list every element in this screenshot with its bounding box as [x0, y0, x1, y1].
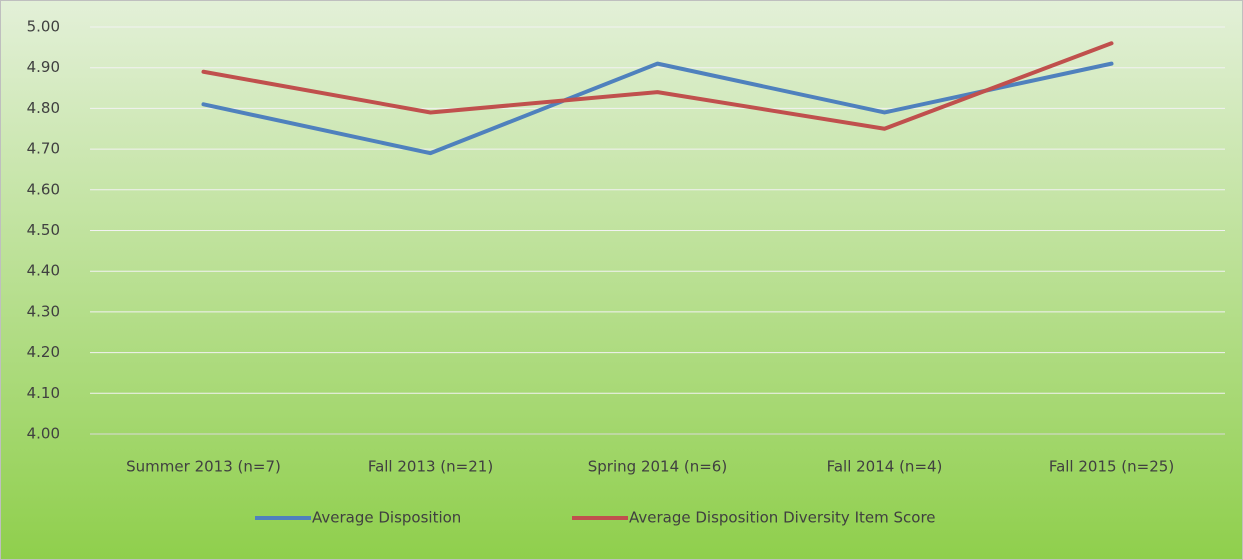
- x-tick-label: Summer 2013 (n=7): [126, 458, 281, 476]
- y-tick-label: 4.00: [27, 425, 60, 443]
- x-tick-label: Fall 2013 (n=21): [368, 458, 493, 476]
- y-tick-label: 4.10: [27, 384, 60, 402]
- series-line: [201, 61, 1114, 156]
- y-tick-label: 4.80: [27, 99, 60, 117]
- y-tick-label: 4.70: [27, 140, 60, 158]
- x-tick-label: Fall 2014 (n=4): [827, 458, 943, 476]
- legend-label: Average Disposition Diversity Item Score: [629, 509, 936, 527]
- y-tick-label: 5.00: [27, 18, 60, 36]
- y-tick-label: 4.90: [27, 58, 60, 76]
- y-tick-label: 4.60: [27, 180, 60, 198]
- y-tick-label: 4.50: [27, 221, 60, 239]
- x-tick-label: Spring 2014 (n=6): [588, 458, 727, 476]
- y-tick-label: 4.30: [27, 302, 60, 320]
- y-tick-label: 4.20: [27, 343, 60, 361]
- y-tick-label: 4.40: [27, 262, 60, 280]
- legend-label: Average Disposition: [312, 509, 461, 527]
- x-tick-label: Fall 2015 (n=25): [1049, 458, 1174, 476]
- series-line: [201, 41, 1114, 131]
